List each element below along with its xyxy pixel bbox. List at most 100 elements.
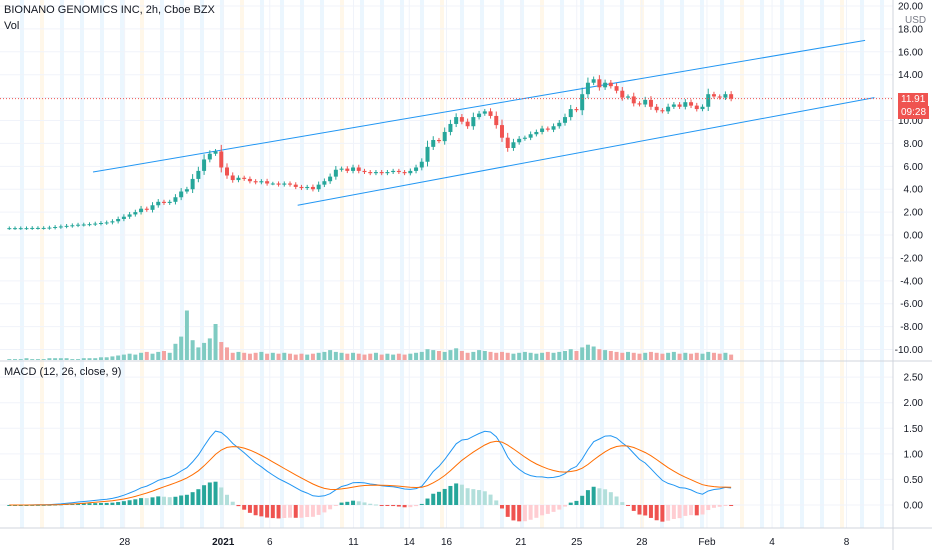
price-tick-label: 16.00 xyxy=(898,47,923,58)
candle-body xyxy=(7,228,12,230)
macd-histogram-bar xyxy=(259,504,264,517)
macd-histogram-bar xyxy=(179,495,184,505)
volume-bar xyxy=(608,351,613,360)
candle-body xyxy=(689,102,694,106)
macd-histogram-bar xyxy=(276,504,281,519)
candle-body xyxy=(236,177,241,181)
volume-bar xyxy=(310,353,315,360)
macd-histogram-bar xyxy=(482,491,487,505)
macd-histogram-bar xyxy=(563,504,568,507)
volume-bar xyxy=(333,351,338,360)
candlesticks xyxy=(7,75,734,230)
macd-histogram-bar xyxy=(454,483,459,505)
volume-bar xyxy=(41,359,46,360)
candle-body xyxy=(333,169,338,177)
candle-body xyxy=(643,99,648,105)
candle-body xyxy=(471,117,476,127)
session-stripe xyxy=(460,0,464,528)
macd-histogram-bar xyxy=(213,481,218,505)
candle-body xyxy=(414,167,419,171)
price-tick-label: -4.00 xyxy=(900,276,923,287)
volume-bar xyxy=(448,350,453,360)
time-tick-label: 4 xyxy=(769,537,775,548)
candle-body xyxy=(442,131,447,142)
candle-body xyxy=(425,146,430,162)
volume-bar xyxy=(144,351,149,360)
candle-body xyxy=(511,142,516,148)
candle-body xyxy=(505,137,510,148)
candle-body xyxy=(202,159,207,171)
session-stripe xyxy=(20,0,24,528)
time-axis: 28 2021 6 11 14 16 21 25 28 Feb 4 8 xyxy=(119,537,850,548)
macd-histogram-bar xyxy=(385,504,390,506)
candle-body xyxy=(93,223,98,225)
candle-body xyxy=(41,227,46,229)
session-stripe xyxy=(160,0,164,528)
currency-label: USD xyxy=(905,15,927,26)
session-stripe xyxy=(100,0,104,528)
macd-histogram-bar xyxy=(683,504,688,516)
last-price-tag: 11.91 xyxy=(898,92,929,106)
volume-bar xyxy=(454,348,459,360)
volume-bar xyxy=(339,352,344,360)
candle-body xyxy=(293,184,298,187)
volume-label: Vol xyxy=(4,20,20,32)
candle-body xyxy=(225,167,230,176)
macd-histogram-bar xyxy=(396,504,401,507)
macd-legend: MACD (12, 26, close, 9) xyxy=(4,366,122,378)
candle-body xyxy=(70,225,75,227)
candle-body xyxy=(64,225,69,227)
session-stripe xyxy=(440,0,444,528)
candle-body xyxy=(431,139,436,147)
volume-bar xyxy=(620,352,625,360)
macd-histogram-bar xyxy=(202,485,207,505)
candle-body xyxy=(482,111,487,114)
volume-bar xyxy=(482,351,487,360)
candle-body xyxy=(694,105,699,110)
price-tick-label: 6.00 xyxy=(904,162,924,173)
volume-bar xyxy=(173,343,178,360)
macd-histogram-bar xyxy=(93,503,98,505)
candle-body xyxy=(534,131,539,135)
candle-body xyxy=(339,168,344,170)
candle-body xyxy=(477,113,482,118)
volume-bar xyxy=(528,352,533,360)
volume-bar xyxy=(580,347,585,360)
volume-bar xyxy=(666,352,671,360)
volume-bar xyxy=(408,353,413,360)
candle-body xyxy=(139,208,144,213)
time-tick-label: 28 xyxy=(119,537,131,548)
macd-histogram-bar xyxy=(608,492,613,505)
macd-histogram-bar xyxy=(723,504,728,506)
candle-body xyxy=(677,104,682,107)
macd-histogram-bar xyxy=(110,502,115,505)
session-stripe xyxy=(240,0,244,528)
volume-bar xyxy=(717,353,722,360)
macd-histogram-bar xyxy=(265,504,270,518)
volume-bar xyxy=(585,344,590,360)
candle-body xyxy=(580,94,585,111)
volume-bar xyxy=(654,352,659,360)
candle-body xyxy=(379,172,384,174)
volume-bar xyxy=(648,351,653,360)
volume-bar xyxy=(499,351,504,360)
time-tick-label: 2021 xyxy=(212,537,235,548)
volume-bar xyxy=(53,358,58,360)
session-stripe xyxy=(200,0,204,528)
candle-body xyxy=(522,137,527,139)
volume-bar xyxy=(87,358,92,360)
macd-histogram-bar xyxy=(207,482,212,505)
macd-histogram-bar xyxy=(133,499,138,505)
session-stripe xyxy=(720,0,724,528)
macd-histogram-bar xyxy=(694,504,699,516)
volume-bar xyxy=(7,359,12,360)
volume-bar xyxy=(488,351,493,360)
price-tick-label: 10.00 xyxy=(898,116,923,127)
session-stripe xyxy=(500,0,504,528)
macd-histogram-bar xyxy=(671,504,676,519)
macd-histogram-bar xyxy=(436,491,441,505)
volume-bar xyxy=(179,336,184,360)
volume-bar xyxy=(494,352,499,360)
